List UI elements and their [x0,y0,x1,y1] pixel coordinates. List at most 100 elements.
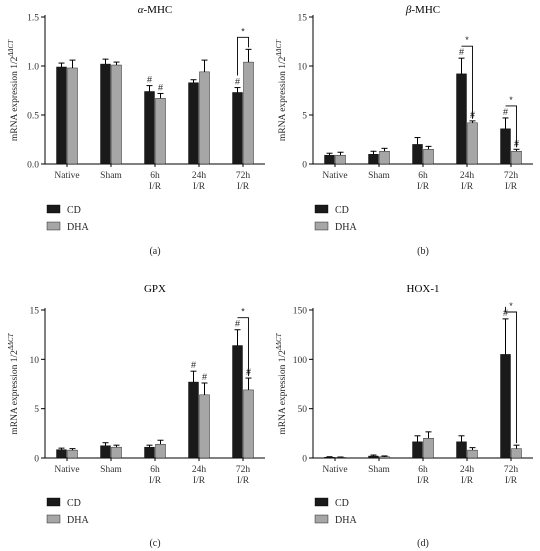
x-tick-label: 24h [460,171,475,181]
legend-swatch-cd [314,204,329,214]
y-axis-label-text: mRNA expression 1/2 [10,350,20,435]
y-axis-label-superscript: ΔΔCT [7,39,15,58]
y-tick-label: 10 [30,356,40,366]
y-axis-label-text: mRNA expression 1/2 [10,56,20,141]
x-tick-label: I/R [193,476,206,486]
hash-mark: # [191,360,196,370]
bar-cd-3 [144,446,155,459]
x-tick-label: Sham [368,465,390,475]
x-tick-label: I/R [417,182,430,192]
y-axis-label-superscript: ΔΔCT [7,332,15,351]
x-tick-label: I/R [149,182,162,192]
chart-title-suffix: GPX [144,283,166,295]
bar-dha-5 [511,448,522,459]
significance-star: * [509,95,513,105]
x-tick-label: Native [54,465,79,475]
x-tick-label: Native [322,171,347,181]
bar-cd-5 [232,345,243,459]
bar-dha-1 [67,449,78,459]
x-tick-label: I/R [237,476,250,486]
y-axis-label: mRNA expression 1/2ΔΔCT [7,39,20,141]
legend-swatch-dha [46,221,61,231]
legend-label-cd: CD [67,205,81,216]
y-tick-label: 1.5 [27,14,39,24]
y-tick-label: 15 [30,307,40,317]
chart-panel-3: GPX 0 5 10 15 mRNA expression 1/2ΔΔCT Native Sh… [7,283,265,549]
y-tick-label: 50 [298,405,308,415]
bar-dha-5 [243,61,254,165]
hash-mark: # [235,319,240,329]
chart-title: β-MHC [405,4,440,16]
bar-dha-2 [111,446,122,459]
x-tick-label: 6h [418,465,428,475]
bar-cd-4 [188,381,199,459]
hash-mark: # [158,82,163,92]
y-axis-label: mRNA expression 1/2ΔΔCT [275,332,288,434]
bar-dha-2 [379,151,390,165]
x-tick-label: 72h [504,171,519,181]
panel-caption: (a) [149,246,160,257]
panel-caption: (c) [149,538,160,549]
bar-cd-3 [412,144,423,165]
significance-star: * [465,35,469,45]
y-tick-label: 0 [302,455,307,465]
legend-swatch-dha [314,221,329,231]
y-tick-label: 0 [34,455,39,465]
x-tick-label: I/R [505,476,518,486]
chart-panel-4: HOX-1 0 50 100 150 mRNA expression 1/2ΔΔCT Nat… [275,283,533,549]
bar-cd-1 [56,449,67,459]
bar-dha-4 [467,122,478,165]
significance-star: * [241,307,245,317]
bar-dha-3 [155,98,166,165]
x-tick-label: Sham [100,171,122,181]
legend-label-dha: DHA [335,222,357,233]
legend-swatch-cd [46,497,61,507]
bar-cd-2 [100,63,111,165]
y-tick-label: 15 [298,14,308,24]
y-tick-label: 10 [298,63,308,73]
chart-title-prefix: β [405,4,412,16]
bar-cd-3 [412,441,423,459]
bar-dha-4 [199,71,210,165]
chart-title: α-MHC [138,4,173,16]
legend-label-dha: DHA [335,515,357,526]
x-tick-label: 6h [150,465,160,475]
y-tick-label: 5 [302,112,307,122]
y-tick-label: 5 [34,405,39,415]
y-axis-label-superscript: ΔΔCT [275,39,283,58]
y-axis-label: mRNA expression 1/2ΔΔCT [275,39,288,141]
legend-label-cd: CD [67,498,81,509]
bar-dha-2 [111,64,122,165]
panel-caption: (d) [417,538,429,549]
y-tick-label: 0.0 [27,161,39,171]
chart-title: HOX-1 [407,283,440,295]
x-tick-label: 24h [192,465,207,475]
x-tick-label: 24h [192,171,207,181]
y-tick-label: 100 [293,356,308,366]
y-tick-label: 1.0 [27,63,39,73]
x-tick-label: I/R [505,182,518,192]
x-tick-label: Native [54,171,79,181]
bar-dha-2 [379,456,390,459]
chart-title-suffix: -MHC [411,4,440,16]
chart-title-suffix: -MHC [144,4,173,16]
x-tick-label: 72h [504,465,519,475]
bar-dha-5 [243,389,254,459]
x-tick-label: I/R [193,182,206,192]
bar-cd-1 [56,66,67,165]
bar-dha-5 [511,151,522,165]
bar-cd-1 [324,457,335,459]
bar-dha-4 [467,449,478,459]
bar-dha-4 [199,394,210,459]
legend-swatch-cd [314,497,329,507]
hash-mark: # [459,47,464,57]
bar-cd-1 [324,154,335,165]
significance-bracket [237,36,249,76]
y-axis-label-text: mRNA expression 1/2 [278,56,288,141]
x-tick-label: I/R [461,476,474,486]
significance-bracket [505,306,517,444]
x-tick-label: Sham [368,171,390,181]
hash-mark: # [147,75,152,85]
y-axis-label-text: mRNA expression 1/2 [278,350,288,435]
